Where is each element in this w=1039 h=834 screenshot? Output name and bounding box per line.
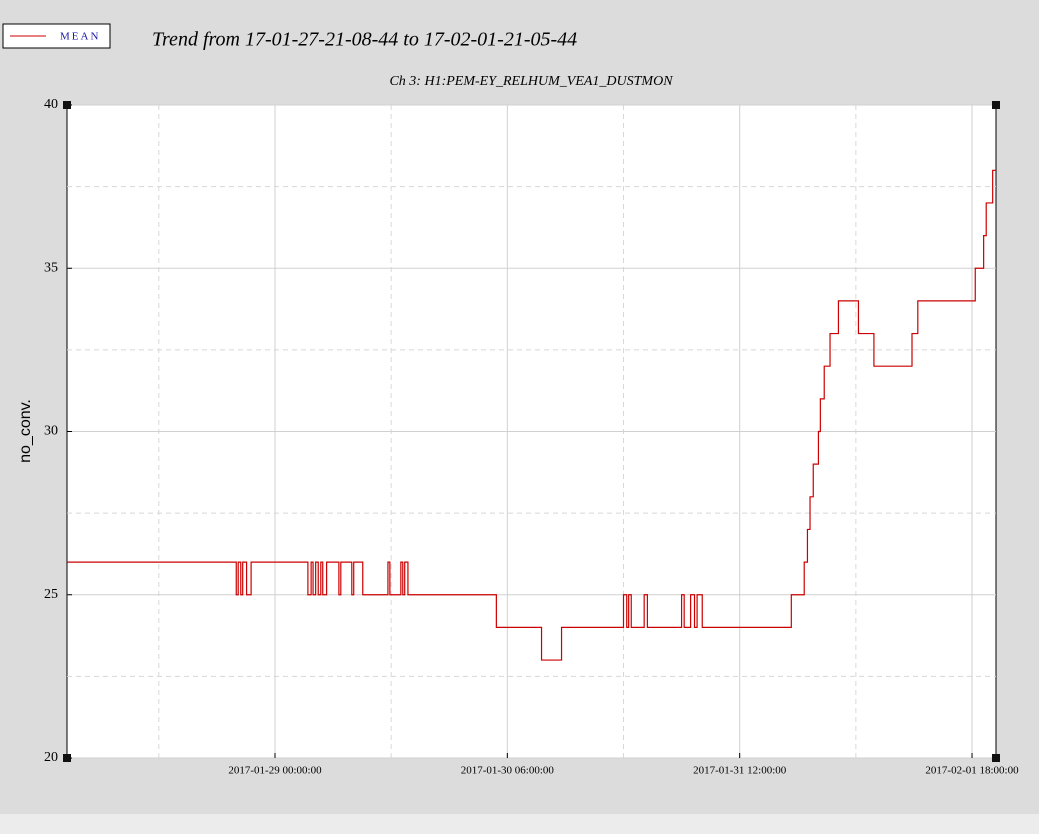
y-tick-label: 20 (44, 750, 58, 765)
corner-marker (992, 754, 1000, 762)
x-tick-label: 2017-01-30 06:00:00 (461, 765, 555, 777)
footer-strip (0, 814, 1039, 834)
y-tick-label: 40 (44, 97, 58, 112)
y-tick-label: 30 (44, 424, 58, 439)
y-tick-label: 35 (44, 260, 58, 275)
x-tick-label: 2017-01-31 12:00:00 (693, 765, 787, 777)
chart-subtitle: Ch 3: H1:PEM-EY_RELHUM_VEA1_DUSTMON (389, 74, 673, 89)
y-tick-label: 25 (44, 587, 58, 602)
x-tick-label: 2017-02-01 18:00:00 (925, 765, 1019, 777)
grid (67, 104, 996, 759)
corner-marker (63, 754, 71, 762)
corner-marker (63, 101, 71, 109)
legend-label: MEAN (60, 31, 100, 43)
y-axis-label: no_conv. (17, 399, 34, 463)
chart-title: Trend from 17-01-27-21-08-44 to 17-02-01… (152, 29, 577, 51)
corner-marker (992, 101, 1000, 109)
series-line (67, 169, 996, 661)
x-tick-label: 2017-01-29 00:00:00 (228, 765, 322, 777)
